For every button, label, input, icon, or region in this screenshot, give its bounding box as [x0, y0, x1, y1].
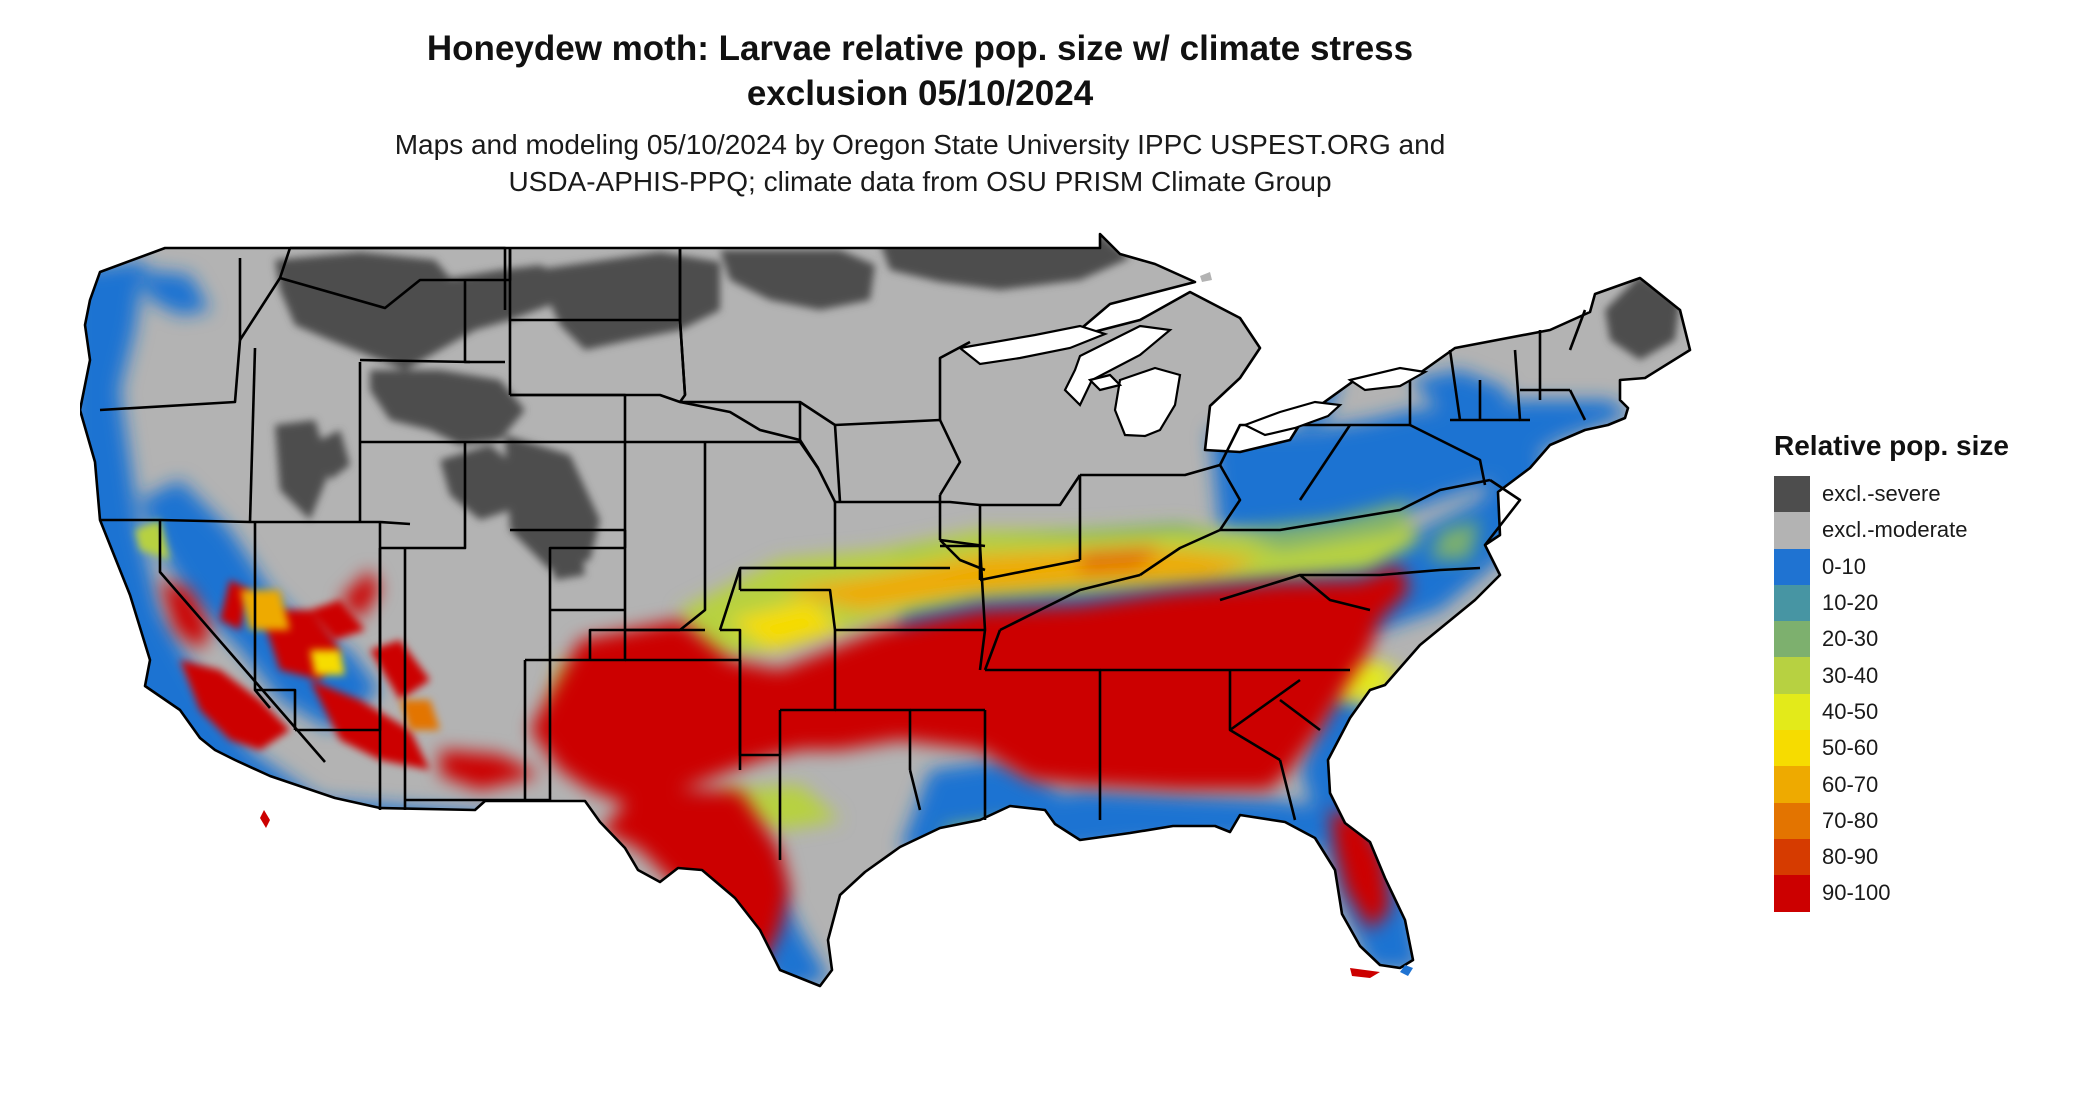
- legend-label: 0-10: [1822, 553, 1867, 579]
- legend-swatch: [1774, 657, 1810, 694]
- legend-label: 30-40: [1822, 662, 1879, 688]
- legend-label: 50-60: [1822, 735, 1879, 761]
- map-title-line1: Honeydew moth: Larvae relative pop. size…: [426, 29, 1414, 68]
- map-legend: Relative pop. size excl.-severe excl.-mo…: [1774, 428, 2084, 912]
- legend-item: 10-20: [1774, 584, 2084, 622]
- map-subtitle: Maps and modeling 05/10/2024 by Oregon S…: [0, 126, 1840, 200]
- legend-item: 30-40: [1774, 657, 2084, 694]
- legend-label: 90-100: [1822, 880, 1891, 906]
- legend-label: excl.-moderate: [1822, 517, 1968, 543]
- legend-label: 40-50: [1822, 698, 1879, 724]
- legend-label: 20-30: [1822, 626, 1879, 652]
- coastal-islands: [260, 272, 1413, 978]
- legend-swatch: [1774, 838, 1810, 876]
- legend-item: 40-50: [1774, 693, 2084, 731]
- legend-label: 60-70: [1822, 771, 1879, 797]
- legend-swatch: [1774, 512, 1810, 549]
- map-title-line2: exclusion 05/10/2024: [746, 74, 1094, 113]
- legend-swatch: [1774, 766, 1810, 803]
- legend-label: 10-20: [1822, 590, 1879, 616]
- legend-swatch: [1774, 476, 1810, 513]
- map-subtitle-line1: Maps and modeling 05/10/2024 by Oregon S…: [394, 129, 1446, 160]
- us-population-map: [80, 232, 1692, 988]
- legend-swatch: [1774, 621, 1810, 658]
- legend-swatch: [1774, 584, 1810, 622]
- legend-item: 70-80: [1774, 802, 2084, 839]
- legend-swatch: [1774, 875, 1810, 912]
- map-subtitle-line2: USDA-APHIS-PPQ; climate data from OSU PR…: [508, 166, 1332, 197]
- legend-item: 60-70: [1774, 766, 2084, 803]
- legend-item: excl.-moderate: [1774, 512, 2084, 549]
- legend-label: 70-80: [1822, 807, 1879, 833]
- legend-swatch: [1774, 693, 1810, 731]
- legend-item: 0-10: [1774, 548, 2084, 585]
- legend-swatch: [1774, 548, 1810, 585]
- great-lakes: [957, 324, 1429, 438]
- legend-label: excl.-severe: [1822, 481, 1941, 507]
- legend-swatch: [1774, 802, 1810, 839]
- legend-swatch: [1774, 730, 1810, 767]
- legend-items: excl.-severe excl.-moderate 0-10 10-20 2…: [1774, 476, 2084, 912]
- map-title: Honeydew moth: Larvae relative pop. size…: [0, 26, 1840, 116]
- state-borders: [80, 232, 1692, 988]
- legend-label: 80-90: [1822, 844, 1879, 870]
- legend-item: 90-100: [1774, 875, 2084, 912]
- legend-title: Relative pop. size: [1774, 430, 2009, 461]
- population-fill: [80, 234, 1690, 986]
- west-mid-patches: [135, 520, 440, 730]
- legend-item: excl.-severe: [1774, 476, 2084, 513]
- legend-item: 80-90: [1774, 838, 2084, 876]
- legend-item: 50-60: [1774, 730, 2084, 767]
- legend-item: 20-30: [1774, 621, 2084, 658]
